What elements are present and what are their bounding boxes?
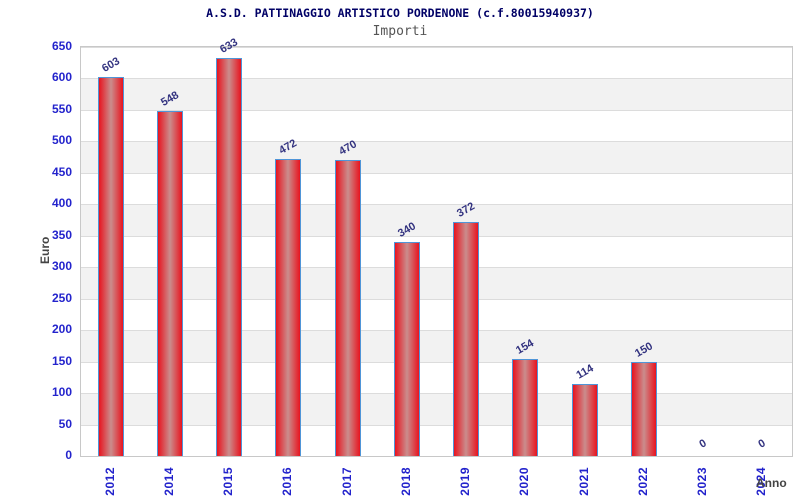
- y-tick-label: 250: [51, 290, 72, 305]
- y-tick-label: 300: [51, 259, 72, 274]
- y-tick-label: 600: [51, 70, 72, 85]
- grid-band: [81, 267, 792, 299]
- grid-bands-layer: [81, 47, 792, 456]
- bar: [275, 159, 302, 456]
- x-tick-label: 2015: [221, 467, 236, 496]
- grid-band: [81, 47, 792, 79]
- grid-band: [81, 141, 792, 173]
- grid-band: [81, 298, 792, 331]
- x-tick-label: 2023: [695, 467, 710, 496]
- y-tick-label: 100: [51, 385, 72, 400]
- bar: [216, 57, 243, 456]
- y-tick-label: 400: [51, 196, 72, 211]
- grid-band: [81, 330, 792, 362]
- y-tick-label: 350: [51, 227, 72, 242]
- chart-title: A.S.D. PATTINAGGIO ARTISTICO PORDENONE (…: [206, 6, 594, 20]
- y-tick-label: 450: [51, 164, 72, 179]
- y-tick-label: 550: [51, 101, 72, 116]
- bar: [630, 361, 657, 456]
- y-tick-label: 500: [51, 133, 72, 148]
- x-axis-title: Anno: [756, 476, 787, 490]
- bar: [334, 160, 361, 456]
- grid-band: [81, 393, 792, 425]
- bar-value-label: 154: [514, 337, 537, 357]
- plot-area: 603 548 633 472 470 340 372 154 114 150 0 0: [80, 36, 793, 457]
- bar-value-label: 340: [395, 220, 418, 240]
- x-tick-label: 2014: [161, 467, 176, 496]
- bar-value-label: 0: [756, 437, 769, 451]
- bar: [97, 76, 124, 456]
- bar-value-label: 470: [336, 138, 359, 159]
- y-tick-label: 0: [65, 448, 72, 462]
- bars-layer: 603 548 633 472 470 340 372 154 114 150 0 0: [81, 36, 792, 456]
- x-tick-label: 2021: [576, 467, 591, 496]
- grid-band: [81, 361, 792, 394]
- y-axis-title: Euro: [38, 236, 52, 264]
- bar: [156, 111, 183, 456]
- chart-subtitle: Importi: [372, 24, 428, 39]
- bar-value-label: 548: [158, 89, 181, 109]
- bar: [453, 221, 480, 456]
- y-tick-label: 150: [51, 353, 72, 368]
- y-tick-label: 50: [58, 416, 72, 431]
- x-tick-label: 2019: [458, 467, 473, 496]
- bar-value-label: 150: [632, 339, 655, 360]
- bar-value-label: 603: [99, 54, 122, 75]
- bar: [571, 384, 598, 456]
- bar-value-label: 472: [277, 137, 300, 157]
- x-tick-label: 2018: [398, 467, 413, 496]
- bar-value-label: 0: [697, 437, 709, 451]
- bar-value-label: 114: [573, 362, 596, 382]
- grid-band: [81, 424, 792, 456]
- bar: [512, 359, 539, 456]
- grid-band: [81, 109, 792, 142]
- grid-band: [81, 172, 792, 205]
- bar: [393, 242, 420, 456]
- grid-band: [81, 235, 792, 268]
- bar-value-label: 372: [455, 200, 478, 220]
- grid-band: [81, 78, 792, 110]
- x-tick-label: 2017: [339, 467, 354, 496]
- x-tick-label: 2016: [280, 467, 295, 496]
- y-tick-label: 650: [51, 39, 72, 53]
- x-tick-label: 2012: [102, 467, 117, 496]
- y-tick-label: 200: [51, 322, 72, 337]
- grid-band: [81, 204, 792, 236]
- x-tick-label: 2022: [635, 467, 650, 496]
- x-tick-label: 2020: [517, 467, 532, 496]
